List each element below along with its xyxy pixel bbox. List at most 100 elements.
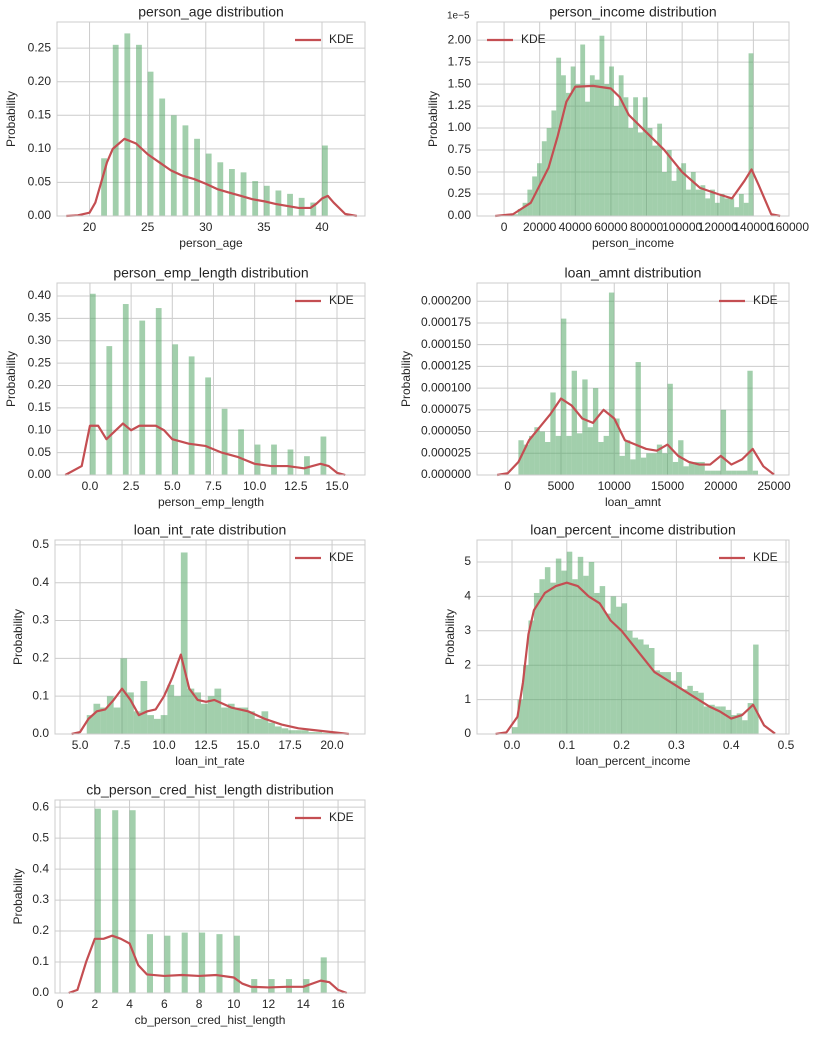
histogram-bar bbox=[238, 429, 244, 475]
legend-label: KDE bbox=[753, 550, 778, 564]
histogram-bar bbox=[721, 410, 726, 475]
y-tick-label: 0.30 bbox=[28, 333, 52, 347]
y-tick-label: 1.75 bbox=[448, 54, 472, 68]
histogram-bar bbox=[172, 344, 178, 475]
histogram-bar bbox=[161, 715, 168, 734]
histogram-bar bbox=[654, 670, 659, 734]
histogram-bar bbox=[561, 75, 566, 216]
histogram-bar bbox=[271, 445, 277, 475]
histogram-bar bbox=[720, 706, 725, 734]
y-tick-label: 0.10 bbox=[28, 141, 52, 155]
histogram-bar bbox=[622, 603, 627, 734]
histogram-bar bbox=[124, 33, 130, 216]
histogram-bar bbox=[582, 379, 587, 475]
y-tick-label: 0.5 bbox=[32, 830, 49, 844]
y-tick-label: 0.00 bbox=[28, 467, 52, 481]
histogram-bar bbox=[194, 139, 200, 216]
histogram-bar bbox=[551, 110, 556, 216]
histogram-bar bbox=[729, 198, 734, 216]
y-tick-label: 2.00 bbox=[448, 32, 472, 46]
histogram-bar bbox=[174, 696, 181, 734]
histogram-bar bbox=[673, 462, 678, 475]
y-tick-label: 0.15 bbox=[28, 107, 52, 121]
x-tick-label: 14 bbox=[297, 997, 311, 1011]
histogram-bar bbox=[287, 194, 293, 216]
histogram-bar bbox=[676, 672, 681, 734]
y-tick-label: 0.3 bbox=[32, 613, 49, 627]
x-tick-label: 17.5 bbox=[278, 738, 302, 752]
histogram-bar bbox=[620, 456, 625, 475]
x-tick-label: 80000 bbox=[630, 220, 664, 234]
chart-title: loan_amnt distribution bbox=[565, 265, 702, 281]
histogram-bar bbox=[534, 593, 539, 734]
histogram-bar bbox=[668, 384, 673, 475]
histogram-bar bbox=[539, 579, 544, 734]
histogram-bar bbox=[100, 708, 107, 734]
histogram-bar bbox=[545, 442, 550, 475]
histogram-bar bbox=[269, 979, 275, 993]
histogram-bar bbox=[302, 730, 309, 734]
y-tick-label: 3 bbox=[464, 623, 471, 637]
histogram-bar bbox=[704, 706, 709, 734]
histogram-bar bbox=[747, 371, 752, 475]
y-tick-label: 0.6 bbox=[32, 799, 49, 813]
y-tick-label: 0.000100 bbox=[421, 380, 471, 394]
histogram-bar bbox=[112, 810, 118, 993]
histogram-bar bbox=[715, 203, 720, 216]
x-axis-label: loan_int_rate bbox=[175, 754, 245, 768]
histogram-bar bbox=[660, 672, 665, 734]
x-tick-label: 120000 bbox=[698, 220, 738, 234]
histogram-bar bbox=[540, 432, 545, 475]
x-tick-label: 0 bbox=[501, 220, 508, 234]
y-tick-label: 0.10 bbox=[28, 422, 52, 436]
histogram-bar bbox=[628, 128, 633, 216]
y-tick-label: 4 bbox=[464, 589, 471, 603]
histogram-bar bbox=[167, 685, 174, 734]
histogram-bar bbox=[322, 146, 328, 216]
histogram-bar bbox=[605, 614, 610, 734]
histogram-bar bbox=[594, 593, 599, 734]
histogram-bar bbox=[667, 150, 672, 216]
chart-title: person_age distribution bbox=[138, 4, 284, 20]
histogram-bar bbox=[638, 132, 643, 216]
x-tick-label: 12 bbox=[262, 997, 276, 1011]
histogram-bar bbox=[696, 190, 701, 216]
histogram-bar bbox=[201, 704, 208, 734]
histogram-bar bbox=[705, 198, 710, 216]
histogram-bar bbox=[649, 648, 654, 734]
histogram-bar bbox=[567, 552, 572, 734]
y-tick-label: 1.00 bbox=[448, 120, 472, 134]
histogram-bar bbox=[205, 377, 211, 475]
y-tick-label: 0.4 bbox=[32, 861, 49, 875]
histogram-bar bbox=[572, 579, 577, 734]
histogram-bar bbox=[199, 933, 205, 993]
histogram-bar bbox=[753, 645, 758, 734]
histogram-bar bbox=[114, 708, 121, 734]
y-tick-label: 0.15 bbox=[28, 400, 52, 414]
x-tick-label: 10.0 bbox=[243, 479, 267, 493]
histogram-bar bbox=[657, 124, 662, 216]
x-tick-label: 10.0 bbox=[152, 738, 176, 752]
histogram-bar bbox=[593, 388, 598, 475]
histogram-bar bbox=[643, 97, 648, 216]
x-tick-label: 12.5 bbox=[194, 738, 218, 752]
histogram-bar bbox=[636, 362, 641, 475]
histogram-bar bbox=[662, 453, 667, 475]
y-tick-label: 0.000050 bbox=[421, 424, 471, 438]
histogram-bar bbox=[580, 45, 585, 216]
histogram-bar bbox=[255, 445, 261, 475]
histogram-bar bbox=[749, 53, 754, 216]
y-tick-label: 0.25 bbox=[28, 40, 52, 54]
y-tick-label: 0.000125 bbox=[421, 359, 471, 373]
histogram-bar bbox=[255, 719, 262, 734]
x-tick-label: 20000 bbox=[704, 479, 738, 493]
y-tick-label: 0.5 bbox=[32, 537, 49, 551]
histogram-bar bbox=[572, 371, 577, 475]
histogram-bar bbox=[288, 730, 295, 734]
histogram-bar bbox=[686, 190, 691, 216]
x-tick-label: 12.5 bbox=[284, 479, 308, 493]
histogram-bar bbox=[633, 97, 638, 216]
legend-label: KDE bbox=[521, 32, 546, 46]
histogram-bar bbox=[106, 346, 112, 475]
x-tick-label: 16 bbox=[331, 997, 345, 1011]
